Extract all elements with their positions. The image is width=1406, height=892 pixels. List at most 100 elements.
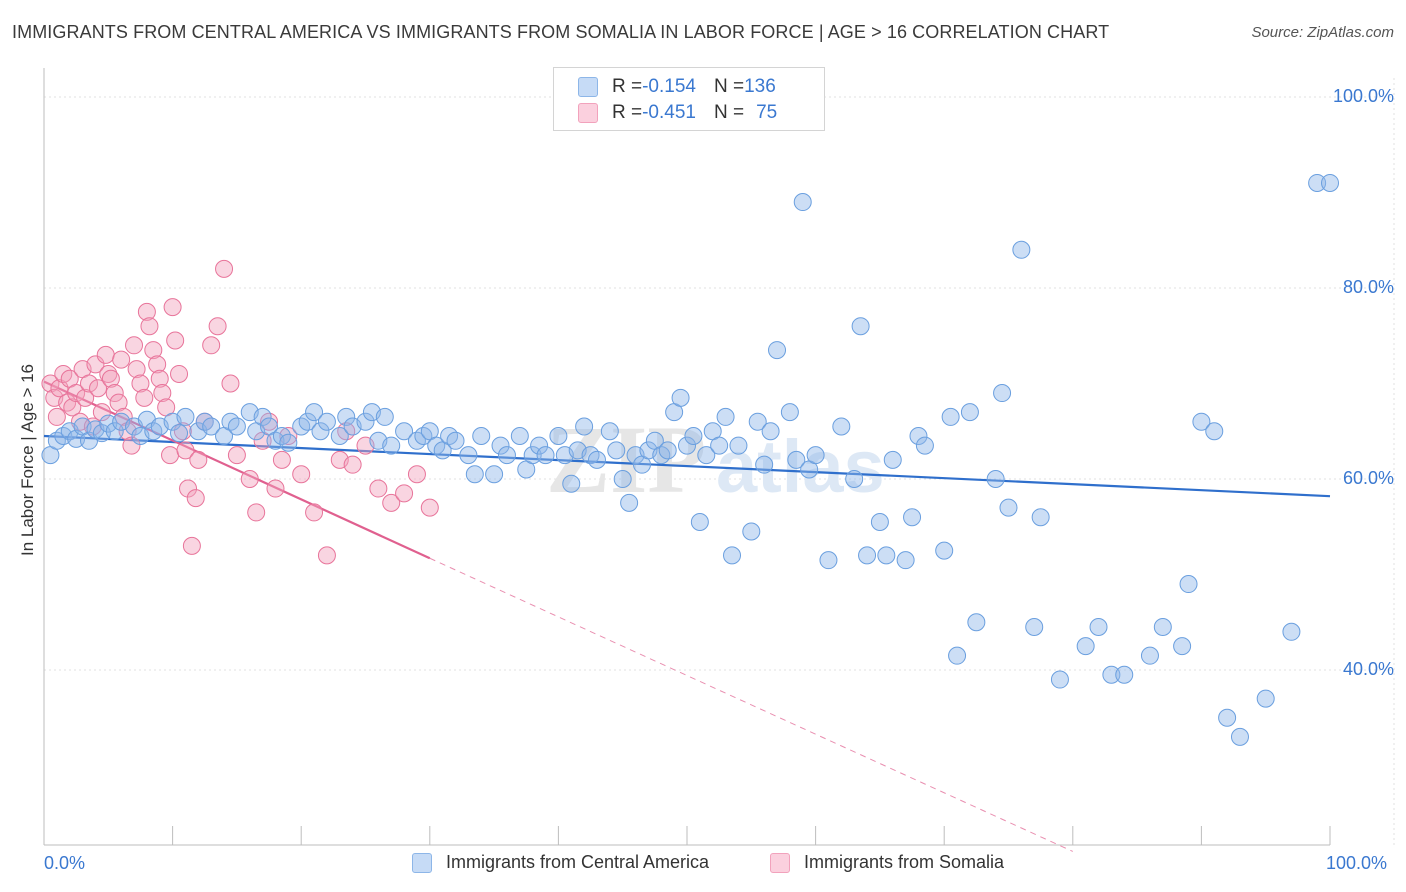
central-america-point <box>176 407 195 426</box>
source-label: Source: ZipAtlas.com <box>1251 24 1394 41</box>
central-america-point <box>845 470 864 488</box>
y-tick-label: 100.0% <box>1332 86 1394 106</box>
somalia-point <box>105 384 124 403</box>
central-america-point <box>935 541 954 560</box>
somalia-point <box>131 374 150 393</box>
central-america-point <box>870 512 889 531</box>
somalia-point <box>186 489 205 508</box>
y-tick-label: 80.0% <box>1342 277 1394 297</box>
legend-r-label: R = <box>612 76 643 97</box>
central-america-point <box>941 407 960 426</box>
somalia-point <box>83 417 102 436</box>
central-america-point <box>948 646 967 665</box>
somalia-point <box>92 403 111 422</box>
central-america-point <box>446 431 465 450</box>
central-america-point <box>858 546 877 565</box>
trend-lines <box>43 380 1331 852</box>
legend-n-label: N = <box>713 76 745 97</box>
central-america-point <box>915 436 934 455</box>
central-america-point <box>1115 665 1134 684</box>
legend-n-label: N = <box>713 102 745 123</box>
somalia-points <box>41 259 439 565</box>
legend-row-central-america: R = -0.154 N = 136 <box>578 75 776 99</box>
central-america-point <box>536 446 555 465</box>
central-america-point <box>1153 618 1172 637</box>
central-america-point <box>382 436 401 455</box>
central-america-point <box>1230 727 1249 746</box>
somalia-point <box>272 450 291 469</box>
somalia-point <box>420 498 439 517</box>
somalia-point <box>170 364 189 383</box>
somalia-point <box>144 341 163 360</box>
central-america-point <box>485 465 504 484</box>
somalia-point <box>127 360 146 379</box>
legend-box: R = -0.154 N = 136 R = -0.451 N = 75 <box>553 67 825 131</box>
central-america-point <box>967 613 986 632</box>
legend-swatch-pink <box>578 103 598 123</box>
central-america-point <box>716 407 735 426</box>
central-america-point <box>960 403 979 422</box>
central-america-point <box>1102 665 1121 684</box>
central-america-point <box>768 341 787 360</box>
central-america-point <box>723 546 742 565</box>
somalia-point <box>101 369 120 388</box>
central-america-point <box>587 450 606 469</box>
central-america-point <box>227 417 246 436</box>
somalia-point <box>99 364 118 383</box>
central-america-point <box>999 498 1018 517</box>
central-america-point <box>620 493 639 512</box>
central-america-point <box>575 417 594 436</box>
central-america-point <box>742 522 761 541</box>
central-america-point <box>993 384 1012 403</box>
somalia-point <box>63 398 82 417</box>
legend-row-somalia: R = -0.451 N = 75 <box>578 101 777 125</box>
central-america-point <box>903 508 922 527</box>
central-america-point <box>613 470 632 488</box>
y-tick-label: 40.0% <box>1342 659 1394 679</box>
central-america-point <box>317 412 336 431</box>
somalia-point <box>202 336 221 355</box>
central-america-point <box>298 412 317 431</box>
central-america-point <box>806 446 825 465</box>
central-america-point <box>311 422 330 441</box>
legend-n-value-pink: 75 <box>756 102 778 123</box>
central-america-point <box>600 422 619 441</box>
central-america-point <box>909 427 928 446</box>
central-america-point <box>896 551 915 570</box>
legend-r-value-blue: -0.154 <box>642 76 696 97</box>
central-america-point <box>1205 422 1224 441</box>
central-america-point <box>337 407 356 426</box>
somalia-point <box>227 446 246 465</box>
central-america-point <box>330 427 349 446</box>
somalia-point <box>137 302 156 321</box>
central-america-point <box>395 422 414 441</box>
central-america-point <box>883 450 902 469</box>
legend-r-label: R = <box>612 102 643 123</box>
somalia-point <box>125 336 144 355</box>
somalia-point <box>163 298 182 317</box>
central-america-point <box>684 427 703 446</box>
central-america-point <box>748 412 767 431</box>
somalia-point <box>343 455 362 474</box>
x-tick-label-max: 100.0% <box>1326 853 1388 873</box>
somalia-point <box>208 317 227 336</box>
somalia-point <box>122 436 141 455</box>
central-america-point <box>253 407 272 426</box>
y-tick-label: 60.0% <box>1342 468 1394 488</box>
central-america-point <box>375 407 394 426</box>
bottom-legend-label-blue: Immigrants from Central America <box>446 852 710 872</box>
somalia-point <box>215 259 234 278</box>
somalia-point <box>179 479 198 498</box>
somalia-point <box>292 465 311 484</box>
bottom-legend-swatch-blue <box>412 852 432 873</box>
central-america-point <box>1308 173 1327 192</box>
central-america-point <box>1031 508 1050 527</box>
trend-line-1 <box>43 380 431 560</box>
central-america-point <box>697 446 716 465</box>
somalia-point <box>153 384 172 403</box>
central-america-point <box>1076 637 1095 656</box>
central-america-point <box>1050 670 1069 689</box>
central-america-point <box>671 388 690 407</box>
somalia-point <box>150 369 169 388</box>
